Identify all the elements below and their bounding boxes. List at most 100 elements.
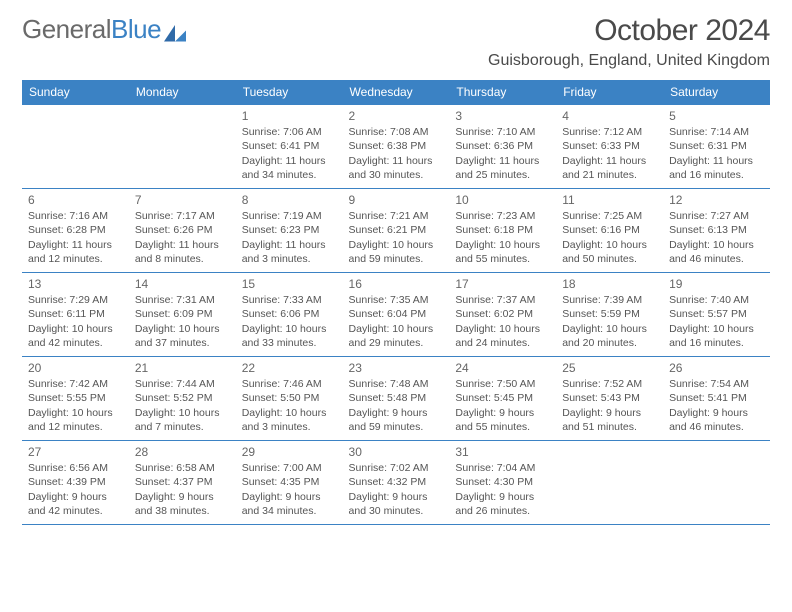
day-detail: Sunrise: 7:08 AM	[349, 125, 444, 139]
day-number: 21	[135, 360, 230, 376]
day-number: 8	[242, 192, 337, 208]
day-detail: Sunset: 6:04 PM	[349, 307, 444, 321]
day-detail: Daylight: 10 hours	[349, 238, 444, 252]
day-detail: Sunrise: 7:12 AM	[562, 125, 657, 139]
day-detail: Sunrise: 7:31 AM	[135, 293, 230, 307]
day-detail: Sunset: 5:55 PM	[28, 391, 123, 405]
calendar-cell: 11Sunrise: 7:25 AMSunset: 6:16 PMDayligh…	[556, 189, 663, 273]
day-detail: Sunrise: 7:44 AM	[135, 377, 230, 391]
day-header: Friday	[556, 80, 663, 105]
calendar-row: 20Sunrise: 7:42 AMSunset: 5:55 PMDayligh…	[22, 357, 770, 441]
day-detail: and 20 minutes.	[562, 336, 657, 350]
day-detail: Sunrise: 7:40 AM	[669, 293, 764, 307]
day-number: 17	[455, 276, 550, 292]
day-detail: Sunset: 6:36 PM	[455, 139, 550, 153]
day-number: 16	[349, 276, 444, 292]
day-detail: Sunset: 5:50 PM	[242, 391, 337, 405]
day-detail: and 7 minutes.	[135, 420, 230, 434]
day-detail: Sunrise: 7:14 AM	[669, 125, 764, 139]
day-number: 10	[455, 192, 550, 208]
day-detail: Sunrise: 7:25 AM	[562, 209, 657, 223]
calendar-cell: 10Sunrise: 7:23 AMSunset: 6:18 PMDayligh…	[449, 189, 556, 273]
location: Guisborough, England, United Kingdom	[488, 52, 770, 70]
day-number: 12	[669, 192, 764, 208]
day-detail: Sunset: 4:30 PM	[455, 475, 550, 489]
day-detail: Sunset: 5:52 PM	[135, 391, 230, 405]
day-detail: Daylight: 10 hours	[562, 238, 657, 252]
day-detail: Sunrise: 7:02 AM	[349, 461, 444, 475]
calendar-row: 6Sunrise: 7:16 AMSunset: 6:28 PMDaylight…	[22, 189, 770, 273]
day-detail: and 50 minutes.	[562, 252, 657, 266]
title-block: October 2024 Guisborough, England, Unite…	[488, 14, 770, 70]
day-detail: Sunrise: 7:37 AM	[455, 293, 550, 307]
day-detail: Daylight: 10 hours	[242, 406, 337, 420]
day-number: 1	[242, 108, 337, 124]
day-number: 23	[349, 360, 444, 376]
day-header: Thursday	[449, 80, 556, 105]
day-number: 27	[28, 444, 123, 460]
day-detail: and 51 minutes.	[562, 420, 657, 434]
calendar-cell: 22Sunrise: 7:46 AMSunset: 5:50 PMDayligh…	[236, 357, 343, 441]
day-detail: Daylight: 9 hours	[455, 490, 550, 504]
day-detail: Sunrise: 7:17 AM	[135, 209, 230, 223]
day-number: 25	[562, 360, 657, 376]
calendar-cell: 8Sunrise: 7:19 AMSunset: 6:23 PMDaylight…	[236, 189, 343, 273]
day-detail: Sunset: 6:23 PM	[242, 223, 337, 237]
day-detail: Sunset: 6:02 PM	[455, 307, 550, 321]
day-detail: Sunset: 4:32 PM	[349, 475, 444, 489]
day-detail: and 3 minutes.	[242, 420, 337, 434]
calendar-cell: 5Sunrise: 7:14 AMSunset: 6:31 PMDaylight…	[663, 105, 770, 189]
calendar-cell: 28Sunrise: 6:58 AMSunset: 4:37 PMDayligh…	[129, 441, 236, 525]
day-number: 26	[669, 360, 764, 376]
day-detail: and 34 minutes.	[242, 504, 337, 518]
day-detail: Sunset: 5:41 PM	[669, 391, 764, 405]
day-detail: Daylight: 11 hours	[242, 238, 337, 252]
day-detail: Daylight: 10 hours	[669, 322, 764, 336]
day-detail: Daylight: 10 hours	[28, 406, 123, 420]
day-detail: Sunrise: 7:35 AM	[349, 293, 444, 307]
day-header: Wednesday	[343, 80, 450, 105]
day-detail: Sunrise: 7:16 AM	[28, 209, 123, 223]
month-title: October 2024	[488, 14, 770, 48]
day-detail: Sunset: 6:18 PM	[455, 223, 550, 237]
day-detail: and 46 minutes.	[669, 252, 764, 266]
calendar-cell	[556, 441, 663, 525]
calendar-cell: 25Sunrise: 7:52 AMSunset: 5:43 PMDayligh…	[556, 357, 663, 441]
day-number: 11	[562, 192, 657, 208]
day-detail: Sunrise: 7:23 AM	[455, 209, 550, 223]
day-header: Monday	[129, 80, 236, 105]
day-number: 18	[562, 276, 657, 292]
day-detail: Daylight: 10 hours	[28, 322, 123, 336]
day-number: 2	[349, 108, 444, 124]
day-detail: and 3 minutes.	[242, 252, 337, 266]
calendar-cell: 23Sunrise: 7:48 AMSunset: 5:48 PMDayligh…	[343, 357, 450, 441]
day-detail: and 29 minutes.	[349, 336, 444, 350]
calendar-cell: 7Sunrise: 7:17 AMSunset: 6:26 PMDaylight…	[129, 189, 236, 273]
calendar-cell: 6Sunrise: 7:16 AMSunset: 6:28 PMDaylight…	[22, 189, 129, 273]
day-detail: Daylight: 10 hours	[455, 322, 550, 336]
calendar-cell: 4Sunrise: 7:12 AMSunset: 6:33 PMDaylight…	[556, 105, 663, 189]
calendar-cell: 13Sunrise: 7:29 AMSunset: 6:11 PMDayligh…	[22, 273, 129, 357]
day-detail: Daylight: 9 hours	[455, 406, 550, 420]
day-detail: and 59 minutes.	[349, 252, 444, 266]
day-detail: and 21 minutes.	[562, 168, 657, 182]
day-detail: Sunrise: 6:58 AM	[135, 461, 230, 475]
day-detail: Sunrise: 7:04 AM	[455, 461, 550, 475]
day-number: 24	[455, 360, 550, 376]
calendar-cell: 27Sunrise: 6:56 AMSunset: 4:39 PMDayligh…	[22, 441, 129, 525]
day-number: 19	[669, 276, 764, 292]
calendar-cell: 31Sunrise: 7:04 AMSunset: 4:30 PMDayligh…	[449, 441, 556, 525]
day-number: 9	[349, 192, 444, 208]
day-detail: and 8 minutes.	[135, 252, 230, 266]
day-detail: Daylight: 11 hours	[669, 154, 764, 168]
day-number: 28	[135, 444, 230, 460]
calendar-row: 27Sunrise: 6:56 AMSunset: 4:39 PMDayligh…	[22, 441, 770, 525]
day-header: Tuesday	[236, 80, 343, 105]
day-detail: Sunset: 4:39 PM	[28, 475, 123, 489]
day-number: 5	[669, 108, 764, 124]
day-number: 7	[135, 192, 230, 208]
calendar-row: 1Sunrise: 7:06 AMSunset: 6:41 PMDaylight…	[22, 105, 770, 189]
day-detail: Sunset: 4:37 PM	[135, 475, 230, 489]
day-detail: and 42 minutes.	[28, 336, 123, 350]
day-detail: Sunrise: 7:54 AM	[669, 377, 764, 391]
